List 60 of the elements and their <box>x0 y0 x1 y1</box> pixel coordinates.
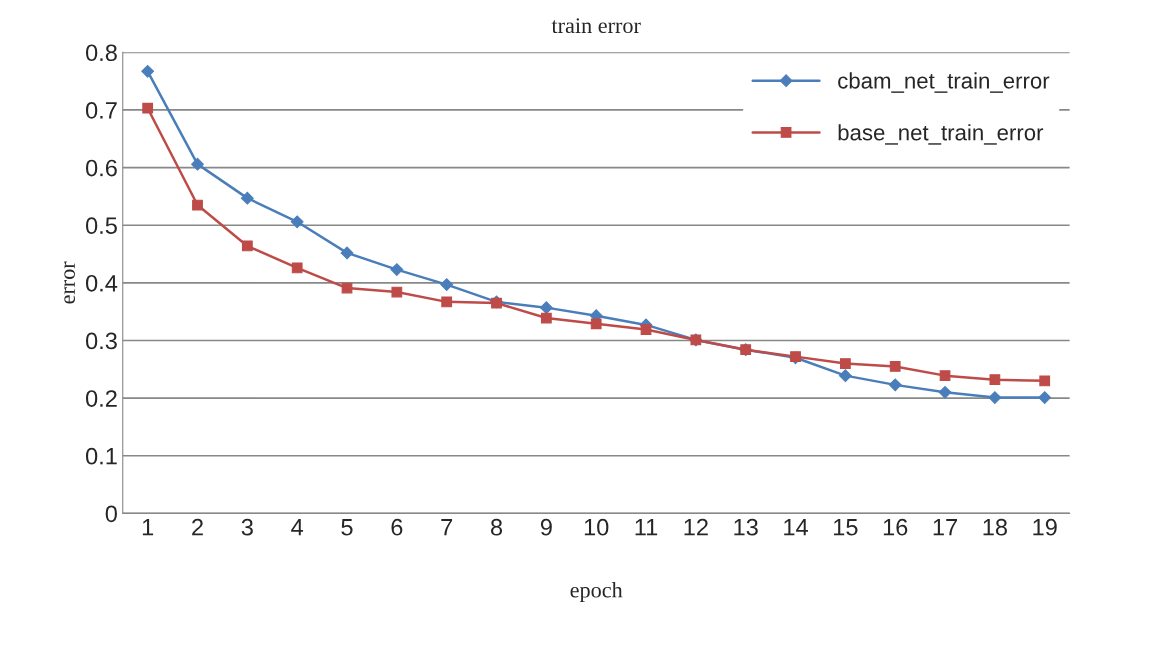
x-tick-label: 19 <box>1033 518 1057 536</box>
x-tick-label: 17 <box>933 519 957 536</box>
point <box>590 318 602 330</box>
point <box>291 262 303 274</box>
point <box>440 278 454 291</box>
y-tick-label: 0.3 <box>85 332 117 350</box>
point <box>192 199 203 211</box>
x-tick-label: 8 <box>490 518 503 536</box>
x-tick-label: 12 <box>684 518 708 536</box>
point <box>441 296 453 308</box>
x-tick-label: 4 <box>291 519 304 536</box>
x-tick-label: 3 <box>241 518 253 536</box>
point <box>989 374 1001 386</box>
y-tick-label: 0.7 <box>85 102 117 119</box>
point <box>240 191 254 205</box>
point <box>340 246 354 260</box>
point <box>889 361 901 372</box>
x-tick-label: 5 <box>341 519 353 536</box>
y-tick-label: 0.6 <box>85 159 117 177</box>
point <box>939 370 951 382</box>
point <box>391 286 403 298</box>
x-tick-label: 14 <box>784 519 808 536</box>
y-tick-label: 0.4 <box>85 274 118 292</box>
chart-title: train error <box>551 18 641 34</box>
point <box>839 358 851 369</box>
x-tick-label: 11 <box>635 519 658 536</box>
x-axis-title: epoch <box>570 581 623 603</box>
y-tick-label: 0 <box>105 505 117 523</box>
y-axis-title: error <box>64 261 75 304</box>
point <box>1039 375 1051 387</box>
y-tick-label: 0.2 <box>85 390 117 407</box>
x-tick-label: 9 <box>540 518 552 536</box>
x-tick-label: 13 <box>734 518 758 536</box>
legend-label: cbam_net_train_error <box>838 72 1050 93</box>
point <box>838 369 852 383</box>
y-tick-label: 0.1 <box>85 447 117 465</box>
y-tick-label: 0.8 <box>85 44 117 62</box>
legend-label: base_net_train_error <box>838 124 1044 145</box>
point <box>142 102 154 114</box>
x-tick-label: 18 <box>983 518 1007 536</box>
x-tick-label: 16 <box>883 518 908 536</box>
point <box>1038 391 1052 404</box>
x-tick-label: 15 <box>834 519 858 536</box>
point <box>988 391 1002 404</box>
point <box>540 312 552 324</box>
point <box>241 240 253 252</box>
point <box>290 215 304 229</box>
x-tick-label: 1 <box>142 519 154 536</box>
point <box>640 324 652 335</box>
point <box>938 385 952 399</box>
point <box>539 301 553 315</box>
point <box>141 64 155 78</box>
point <box>191 157 204 171</box>
x-tick-label: 2 <box>192 518 203 536</box>
point <box>390 263 404 277</box>
y-tick-label: 0.5 <box>85 217 117 235</box>
point <box>888 378 902 392</box>
x-tick-label: 6 <box>391 518 403 536</box>
x-tick-label: 7 <box>441 519 453 536</box>
x-tick-label: 10 <box>584 518 609 536</box>
